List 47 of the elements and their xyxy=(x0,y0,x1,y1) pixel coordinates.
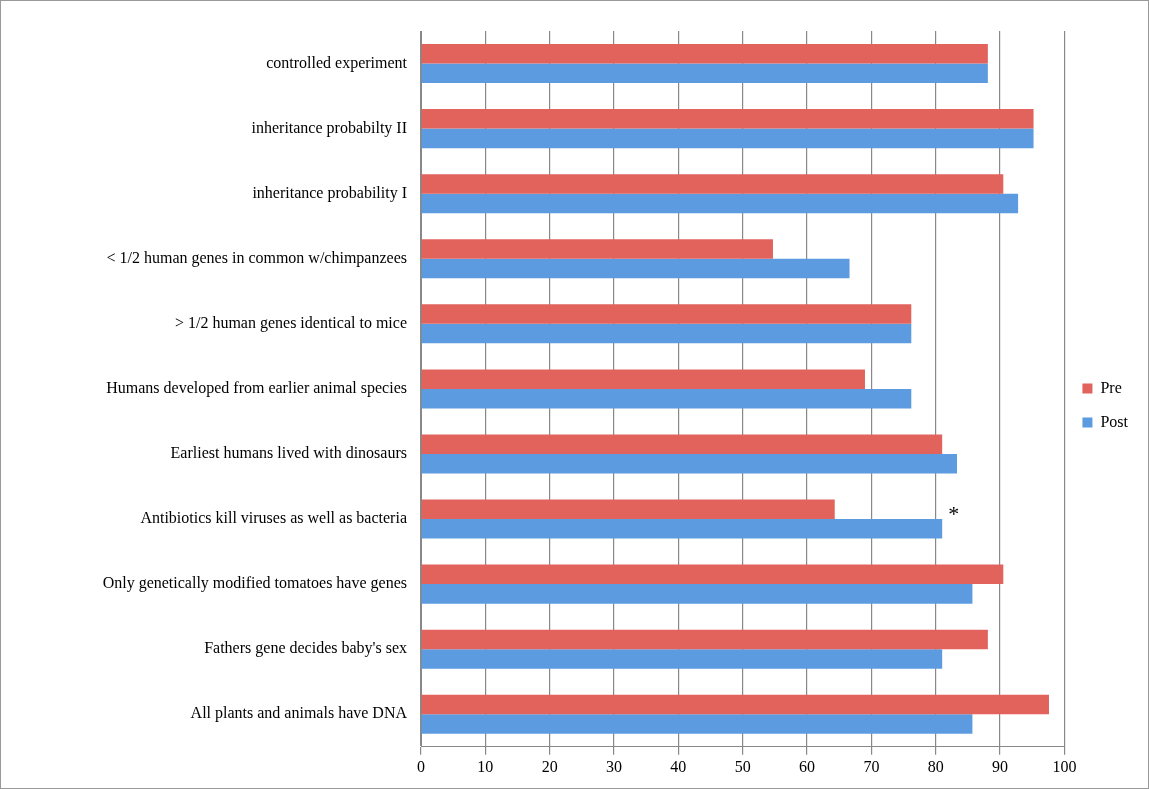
y-tick-label: Earliest humans lived with dinosaurs xyxy=(170,444,407,462)
bar xyxy=(421,434,943,454)
bar xyxy=(421,388,912,409)
x-tick-label: 40 xyxy=(670,757,687,775)
x-tick-label: 60 xyxy=(799,757,816,775)
bar xyxy=(421,174,1004,194)
y-tick-label: Antibiotics kill viruses as well as bacteria xyxy=(140,509,407,527)
y-tick-label: Only genetically modified tomatoes have genes xyxy=(102,574,407,593)
bar xyxy=(421,109,1034,129)
y-tick-label: Fathers gene decides baby's sex xyxy=(204,639,407,658)
bar xyxy=(421,239,773,259)
legend-label: Post xyxy=(1100,412,1129,430)
bar xyxy=(421,304,912,324)
bar xyxy=(421,323,912,344)
x-tick-label: 100 xyxy=(1052,757,1077,775)
x-tick-label: 70 xyxy=(863,757,880,775)
bar xyxy=(421,63,988,84)
x-tick-label: 0 xyxy=(417,757,425,775)
annotation: * xyxy=(948,500,960,526)
bar xyxy=(421,499,835,520)
bar xyxy=(421,44,988,64)
y-tick-label: > 1/2 human genes identical to mice xyxy=(174,314,407,333)
bar xyxy=(421,258,850,279)
bar xyxy=(421,453,957,474)
bar xyxy=(421,629,988,650)
x-tick-label: 30 xyxy=(606,757,623,775)
x-tick-label: 10 xyxy=(477,757,494,775)
x-tick-label: 90 xyxy=(992,757,1009,775)
y-tick-label: Humans developed from earlier animal species xyxy=(106,379,407,398)
legend-label: Pre xyxy=(1100,378,1122,396)
x-tick-label: 50 xyxy=(734,757,751,775)
bar xyxy=(421,714,973,734)
bar xyxy=(421,584,973,604)
x-tick-label: 80 xyxy=(927,757,944,775)
bar xyxy=(421,128,1034,149)
bar xyxy=(421,564,1004,585)
bar xyxy=(421,369,865,389)
y-tick-label: < 1/2 human genes in common w/chimpanzees xyxy=(106,248,407,267)
bar xyxy=(421,694,1049,715)
x-tick-label: 20 xyxy=(541,757,558,775)
y-tick-label: controlled experiment xyxy=(266,53,408,72)
y-tick-label: inheritance probability I xyxy=(252,183,407,202)
bar xyxy=(421,519,943,539)
y-tick-label: inheritance probabilty II xyxy=(251,118,407,137)
y-tick-label: All plants and animals have DNA xyxy=(190,704,408,723)
bar xyxy=(421,193,1019,214)
bar xyxy=(421,649,943,669)
